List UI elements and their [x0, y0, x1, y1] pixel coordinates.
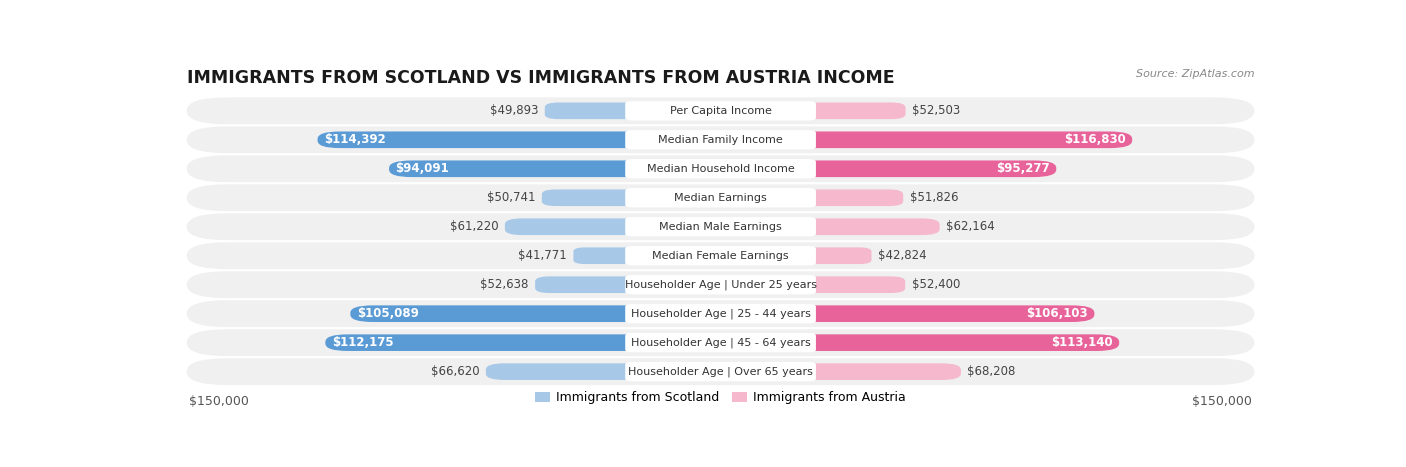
Text: Householder Age | Over 65 years: Householder Age | Over 65 years [628, 367, 813, 377]
FancyBboxPatch shape [318, 132, 721, 148]
Text: Householder Age | 45 - 64 years: Householder Age | 45 - 64 years [631, 338, 810, 348]
FancyBboxPatch shape [626, 304, 815, 323]
FancyBboxPatch shape [574, 248, 721, 264]
FancyBboxPatch shape [626, 333, 815, 352]
Text: $52,503: $52,503 [912, 104, 960, 117]
Text: $42,824: $42,824 [877, 249, 927, 262]
FancyBboxPatch shape [720, 102, 905, 119]
Text: $61,220: $61,220 [450, 220, 498, 233]
Text: $50,741: $50,741 [486, 191, 536, 204]
Text: $105,089: $105,089 [357, 307, 419, 320]
FancyBboxPatch shape [544, 102, 721, 119]
Text: $150,000: $150,000 [1192, 396, 1253, 409]
Text: IMMIGRANTS FROM SCOTLAND VS IMMIGRANTS FROM AUSTRIA INCOME: IMMIGRANTS FROM SCOTLAND VS IMMIGRANTS F… [187, 69, 894, 86]
FancyBboxPatch shape [187, 156, 1254, 182]
Text: Householder Age | 25 - 44 years: Householder Age | 25 - 44 years [631, 308, 810, 319]
Text: Householder Age | Under 25 years: Householder Age | Under 25 years [624, 279, 817, 290]
FancyBboxPatch shape [187, 329, 1254, 356]
Text: $116,830: $116,830 [1064, 133, 1126, 146]
FancyBboxPatch shape [187, 271, 1254, 298]
FancyBboxPatch shape [626, 159, 815, 178]
Text: $94,091: $94,091 [395, 162, 450, 175]
FancyBboxPatch shape [389, 161, 721, 177]
Text: $150,000: $150,000 [188, 396, 249, 409]
FancyBboxPatch shape [536, 276, 721, 293]
FancyBboxPatch shape [626, 275, 815, 294]
Text: $114,392: $114,392 [325, 133, 385, 146]
Text: $41,771: $41,771 [519, 249, 567, 262]
Text: Median Household Income: Median Household Income [647, 164, 794, 174]
Text: $113,140: $113,140 [1052, 336, 1112, 349]
FancyBboxPatch shape [721, 132, 1132, 148]
FancyBboxPatch shape [626, 217, 815, 236]
FancyBboxPatch shape [626, 130, 815, 149]
FancyBboxPatch shape [505, 219, 721, 235]
FancyBboxPatch shape [187, 127, 1254, 153]
Text: $68,208: $68,208 [967, 365, 1015, 378]
FancyBboxPatch shape [626, 188, 815, 207]
FancyBboxPatch shape [187, 213, 1254, 240]
FancyBboxPatch shape [325, 334, 721, 351]
Text: Per Capita Income: Per Capita Income [669, 106, 772, 116]
Text: Source: ZipAtlas.com: Source: ZipAtlas.com [1136, 69, 1254, 78]
FancyBboxPatch shape [486, 363, 721, 380]
FancyBboxPatch shape [350, 305, 721, 322]
Legend: Immigrants from Scotland, Immigrants from Austria: Immigrants from Scotland, Immigrants fro… [530, 386, 911, 410]
FancyBboxPatch shape [721, 334, 1119, 351]
FancyBboxPatch shape [721, 363, 960, 380]
FancyBboxPatch shape [187, 98, 1254, 124]
FancyBboxPatch shape [187, 300, 1254, 327]
FancyBboxPatch shape [721, 248, 872, 264]
FancyBboxPatch shape [541, 190, 721, 206]
Text: $62,164: $62,164 [946, 220, 995, 233]
Text: Median Male Earnings: Median Male Earnings [659, 222, 782, 232]
Text: $51,826: $51,826 [910, 191, 959, 204]
FancyBboxPatch shape [626, 246, 815, 265]
FancyBboxPatch shape [187, 242, 1254, 269]
Text: $49,893: $49,893 [489, 104, 538, 117]
Text: Median Family Income: Median Family Income [658, 135, 783, 145]
Text: Median Female Earnings: Median Female Earnings [652, 251, 789, 261]
FancyBboxPatch shape [721, 161, 1056, 177]
FancyBboxPatch shape [626, 101, 815, 120]
Text: $52,638: $52,638 [481, 278, 529, 291]
FancyBboxPatch shape [721, 305, 1094, 322]
Text: $95,277: $95,277 [995, 162, 1050, 175]
FancyBboxPatch shape [721, 190, 903, 206]
Text: Median Earnings: Median Earnings [675, 193, 766, 203]
Text: $66,620: $66,620 [430, 365, 479, 378]
FancyBboxPatch shape [721, 219, 939, 235]
FancyBboxPatch shape [187, 358, 1254, 385]
FancyBboxPatch shape [721, 276, 905, 293]
FancyBboxPatch shape [187, 184, 1254, 211]
FancyBboxPatch shape [626, 362, 815, 382]
Text: $106,103: $106,103 [1026, 307, 1088, 320]
Text: $112,175: $112,175 [332, 336, 394, 349]
Text: $52,400: $52,400 [911, 278, 960, 291]
